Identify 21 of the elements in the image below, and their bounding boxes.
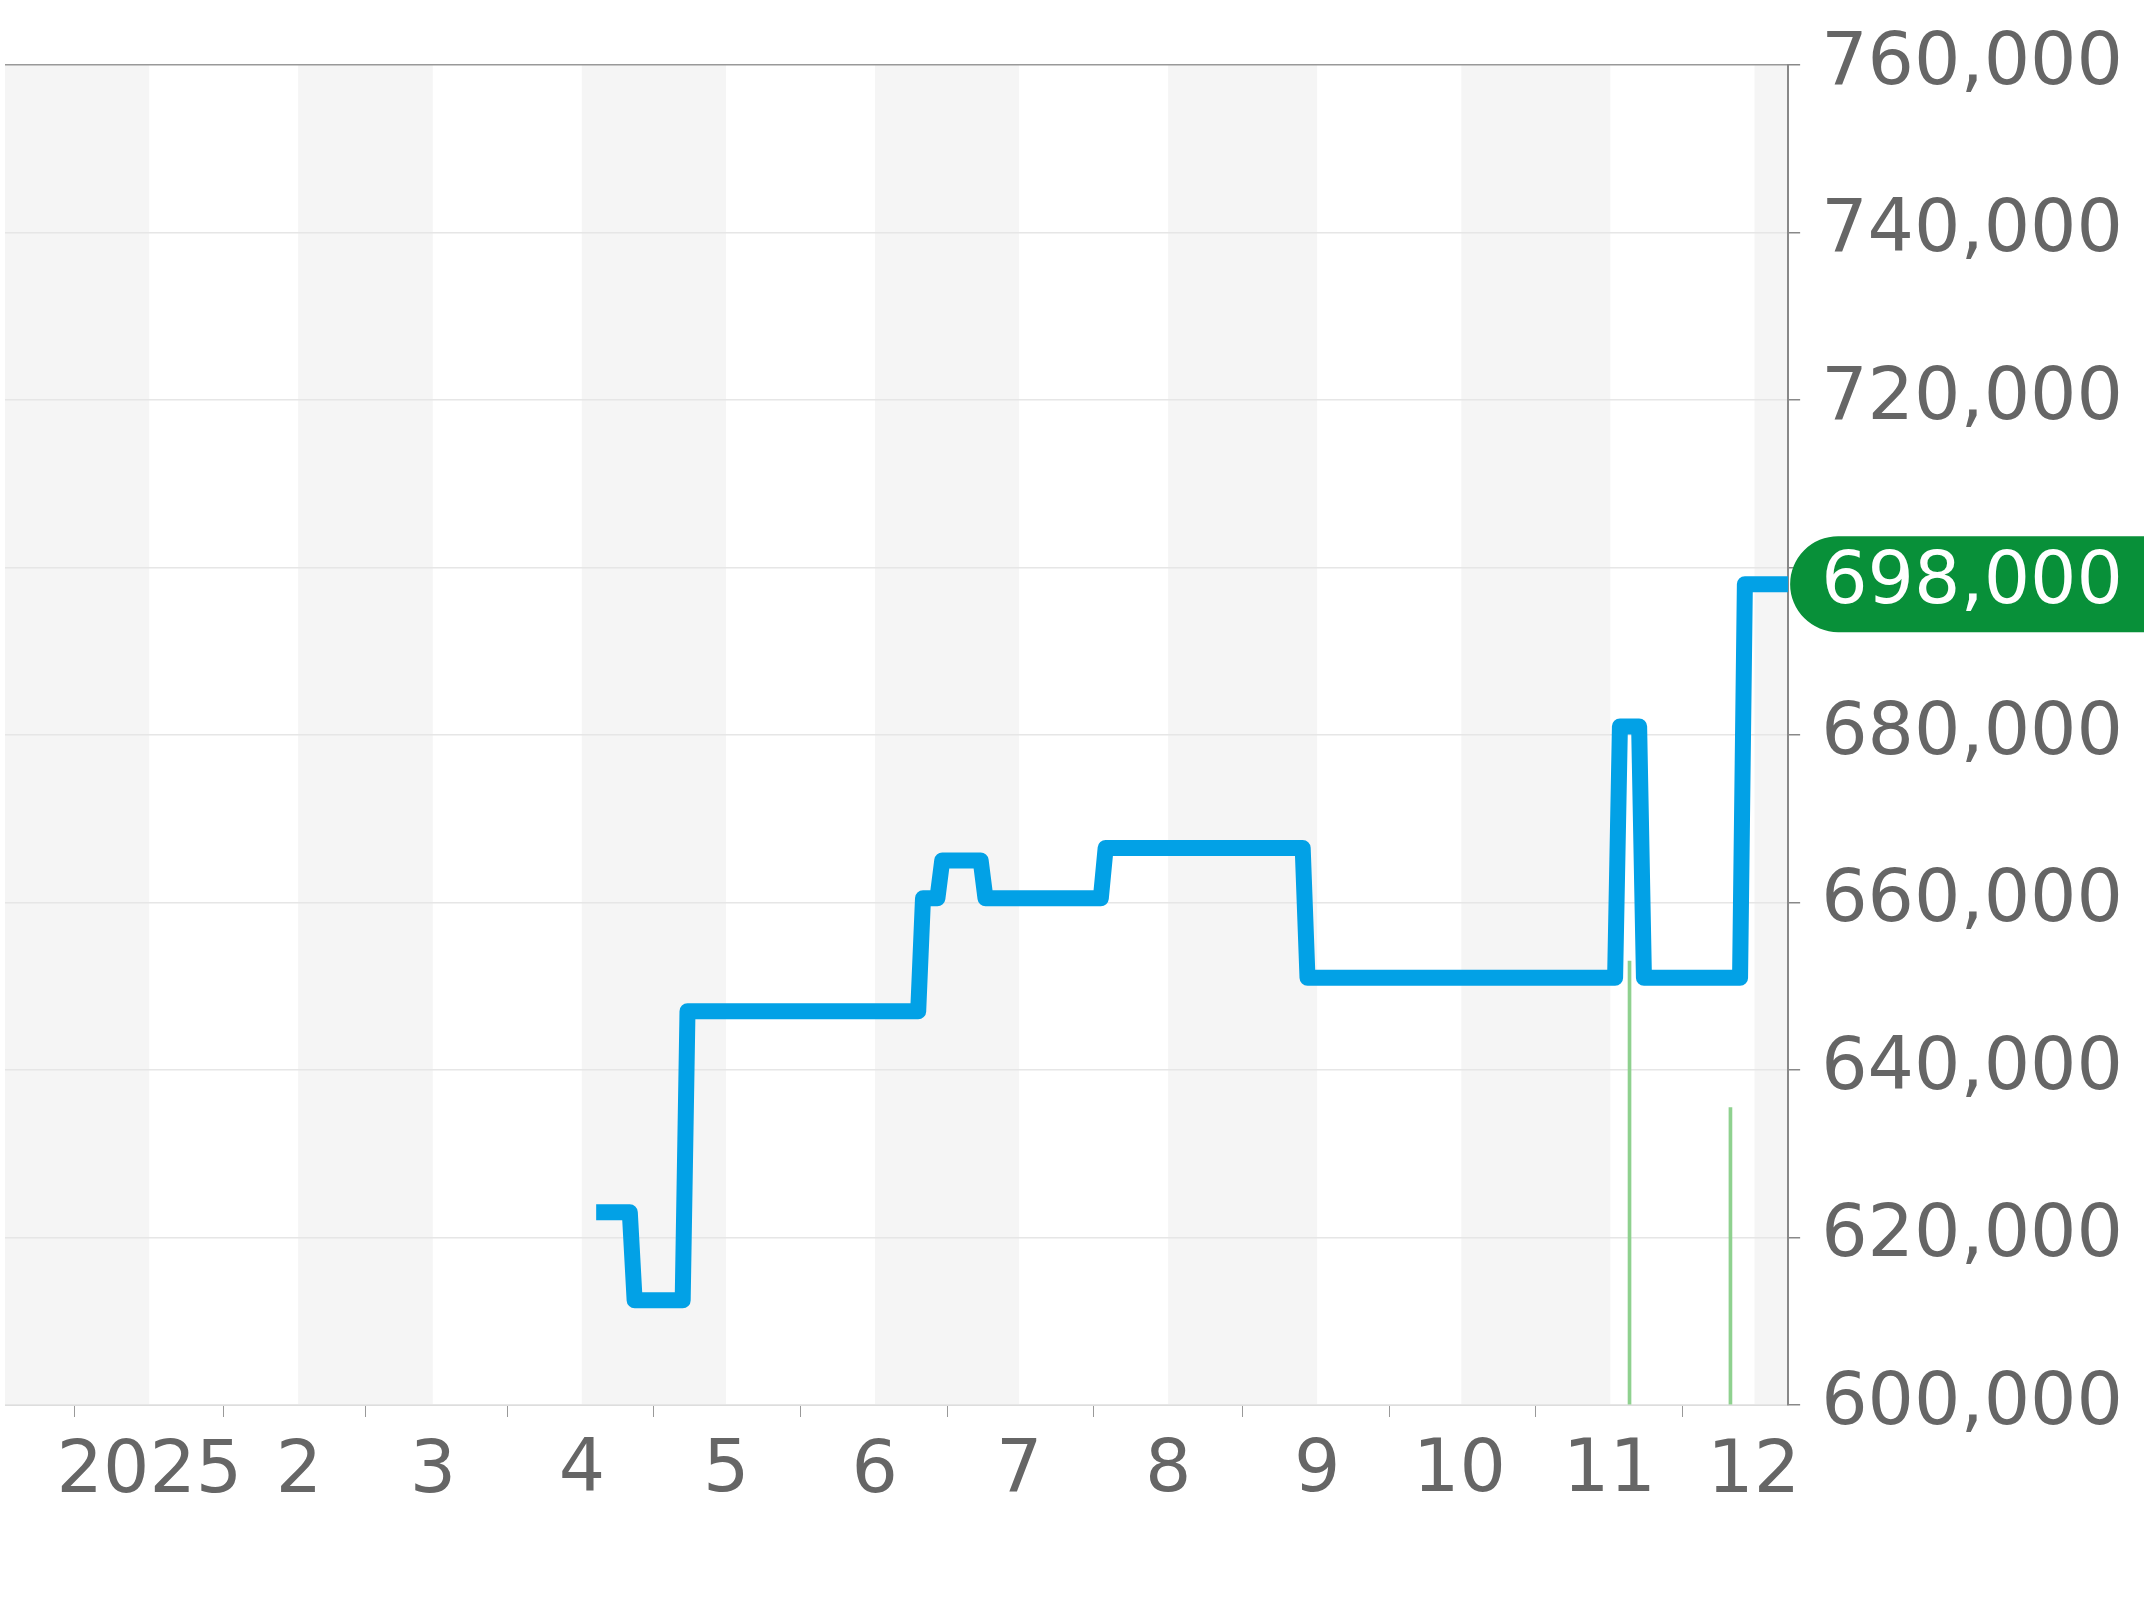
x-tick-label: 10 <box>1413 1423 1506 1508</box>
x-tick-label: 7 <box>996 1423 1043 1508</box>
x-tick-label: 11 <box>1563 1423 1656 1508</box>
x-tick-label: 12 <box>1707 1424 1801 1509</box>
y-tick-label: 660,000 <box>1821 853 2123 939</box>
y-tick-label: 600,000 <box>1821 1355 2123 1441</box>
x-tick-label: 5 <box>702 1423 750 1508</box>
annotation: 698,000 <box>1821 535 2123 621</box>
x-tick-label: 6 <box>851 1424 898 1509</box>
x-tick-label: 2 <box>275 1424 323 1509</box>
x-tick-label: 3 <box>409 1424 457 1509</box>
y-tick-label: 640,000 <box>1821 1020 2123 1106</box>
x-tick-label: 2025 <box>56 1424 243 1509</box>
y-tick-label: 740,000 <box>1821 183 2123 269</box>
x-tick-label: 4 <box>558 1423 606 1508</box>
x-tick-label: 8 <box>1145 1423 1192 1508</box>
y-tick-label: 620,000 <box>1821 1188 2123 1274</box>
y-tick-label: 680,000 <box>1821 685 2123 771</box>
y-tick-label: 720,000 <box>1821 350 2123 436</box>
y-tick-label: 760,000 <box>1821 15 2123 101</box>
x-tick-label: 9 <box>1294 1423 1341 1508</box>
